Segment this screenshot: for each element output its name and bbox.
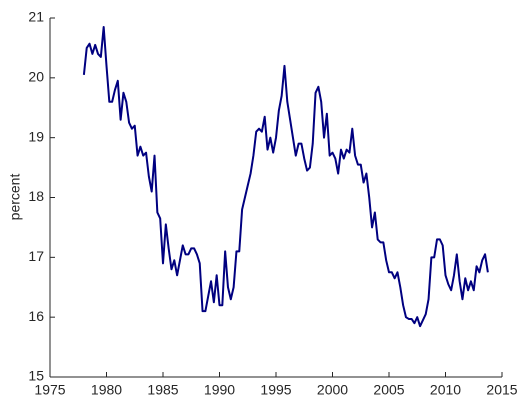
x-tick-label: 1975 [34, 382, 65, 398]
y-tick-label: 17 [28, 248, 44, 264]
y-axis-label: percent [7, 174, 23, 221]
x-tick-label: 1990 [204, 382, 235, 398]
y-tick-label: 20 [28, 69, 44, 85]
y-tick-label: 16 [28, 308, 44, 324]
x-tick-label: 2000 [317, 382, 348, 398]
x-tick-label: 1985 [147, 382, 178, 398]
x-tick-label: 1980 [91, 382, 122, 398]
x-tick-label: 2010 [430, 382, 461, 398]
x-tick-label: 2015 [486, 382, 517, 398]
y-tick-label: 15 [28, 368, 44, 384]
x-tick-label: 2005 [373, 382, 404, 398]
x-tick-label: 1995 [260, 382, 291, 398]
line-series [82, 25, 489, 328]
y-tick-label: 18 [28, 188, 44, 204]
y-tick-label: 19 [28, 128, 44, 144]
y-tick-label: 21 [28, 9, 44, 25]
